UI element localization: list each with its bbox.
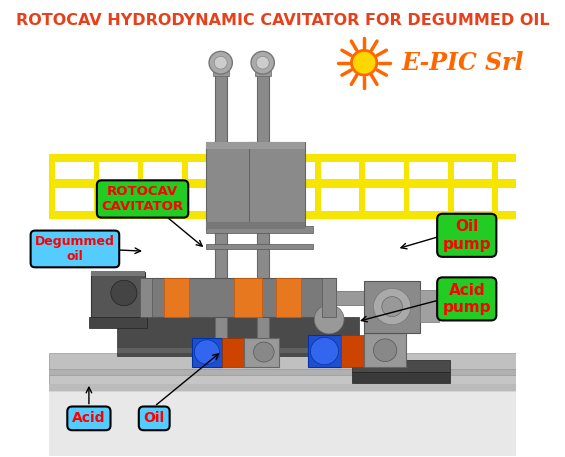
Bar <box>493 156 498 219</box>
Bar <box>138 156 144 219</box>
Bar <box>49 375 516 385</box>
Bar <box>212 69 229 76</box>
Bar <box>91 271 145 276</box>
Bar <box>329 291 367 305</box>
Bar <box>206 244 313 249</box>
Bar <box>249 222 305 228</box>
Bar <box>140 278 152 317</box>
Bar <box>308 335 341 367</box>
Bar <box>249 142 305 149</box>
Bar <box>49 211 516 219</box>
Bar <box>49 156 55 219</box>
Bar <box>364 333 406 367</box>
Bar <box>49 384 516 391</box>
Circle shape <box>194 340 220 364</box>
Bar <box>206 142 262 228</box>
Bar <box>117 348 359 353</box>
Bar <box>182 156 188 219</box>
Bar <box>271 156 276 219</box>
Text: E-PIC Srl: E-PIC Srl <box>402 51 524 74</box>
Bar <box>233 278 262 317</box>
Text: Acid: Acid <box>72 411 106 425</box>
Text: Oil: Oil <box>144 411 165 425</box>
Circle shape <box>209 51 232 74</box>
Bar <box>353 360 450 372</box>
Circle shape <box>111 280 137 306</box>
Bar <box>215 69 227 356</box>
Bar <box>206 226 313 233</box>
Bar <box>49 356 516 456</box>
Bar <box>206 142 262 149</box>
Bar <box>364 281 420 333</box>
Bar <box>49 154 516 162</box>
Circle shape <box>314 305 344 334</box>
Bar <box>206 222 262 228</box>
Bar <box>359 156 365 219</box>
Bar <box>244 338 279 367</box>
Bar <box>315 156 321 219</box>
Circle shape <box>311 338 338 365</box>
Bar <box>249 142 305 228</box>
Bar <box>420 290 439 322</box>
Bar <box>94 156 99 219</box>
Circle shape <box>373 288 411 325</box>
Circle shape <box>382 297 402 317</box>
Bar <box>163 278 189 317</box>
Bar <box>341 335 364 367</box>
Bar <box>140 278 336 317</box>
Bar <box>49 368 516 376</box>
Circle shape <box>214 56 227 69</box>
Bar <box>192 338 222 367</box>
Text: Degummed
oil: Degummed oil <box>35 235 115 263</box>
Bar <box>404 156 410 219</box>
Bar <box>254 69 271 76</box>
Bar <box>49 365 516 392</box>
Bar <box>448 156 454 219</box>
Bar <box>257 69 268 356</box>
Text: ROTOCAV HYDRODYNAMIC CAVITATOR FOR DEGUMMED OIL: ROTOCAV HYDRODYNAMIC CAVITATOR FOR DEGUM… <box>16 13 549 28</box>
Bar <box>91 271 145 319</box>
Circle shape <box>251 51 275 74</box>
Bar <box>222 338 245 367</box>
Bar <box>49 353 516 369</box>
Bar <box>322 278 336 317</box>
Circle shape <box>254 342 274 362</box>
Text: ROTOCAV
CAVITATOR: ROTOCAV CAVITATOR <box>102 185 184 213</box>
Circle shape <box>351 50 377 75</box>
Text: Oil
pump: Oil pump <box>442 219 491 251</box>
Bar <box>353 372 450 383</box>
Bar <box>276 278 301 317</box>
Bar <box>89 317 147 329</box>
Text: Acid
pump: Acid pump <box>442 283 491 315</box>
Circle shape <box>256 56 269 69</box>
Bar <box>49 180 516 188</box>
Circle shape <box>373 339 397 361</box>
Bar <box>117 317 359 356</box>
Bar <box>227 156 232 219</box>
